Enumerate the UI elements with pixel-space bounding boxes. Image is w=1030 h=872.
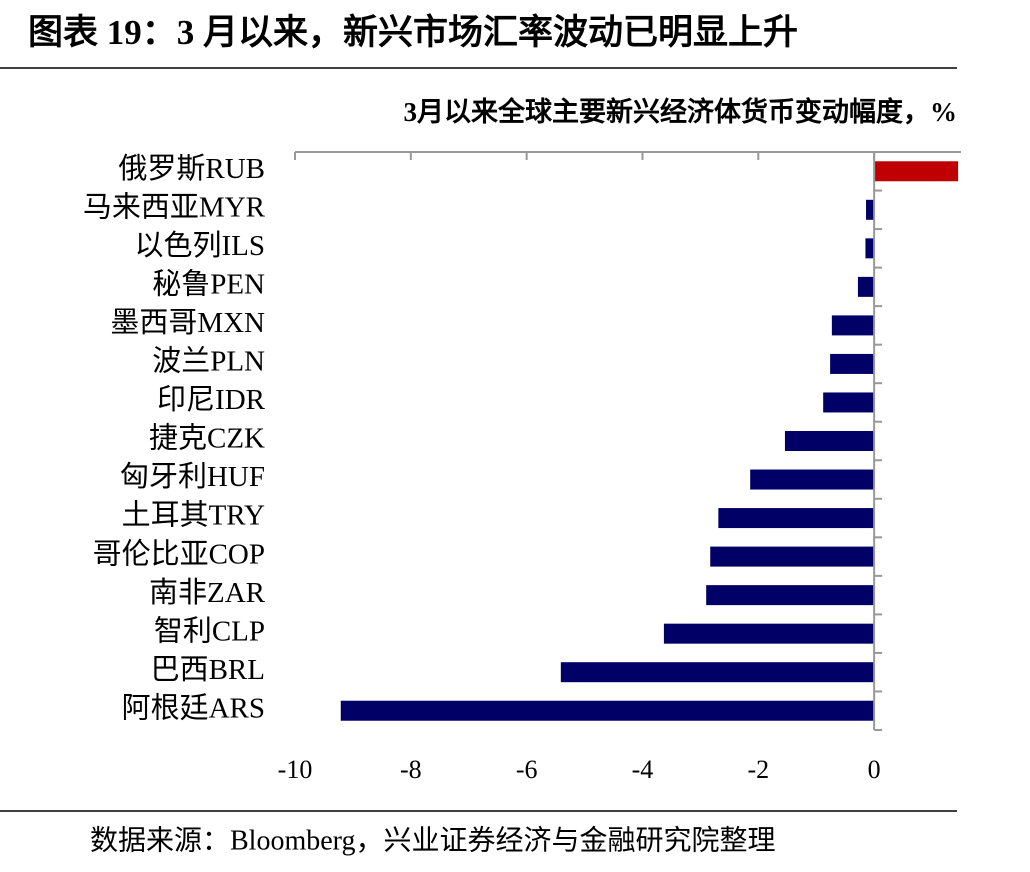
x-tick-label: 0 <box>868 755 881 784</box>
y-tick-label: 波兰PLN <box>152 345 265 378</box>
y-tick-label: 印尼IDR <box>157 384 266 416</box>
bar <box>750 469 875 490</box>
bar <box>560 662 875 683</box>
source-note: 数据来源：Bloomberg，兴业证券经济与金融研究院整理 <box>90 824 775 856</box>
x-tick-label: -8 <box>400 755 422 784</box>
y-tick-label: 捷克CZK <box>149 422 265 455</box>
x-tick-label: -6 <box>516 755 538 784</box>
bar <box>823 392 875 413</box>
y-tick-label: 哥伦比亚COP <box>93 537 265 570</box>
bar <box>340 700 875 721</box>
bar <box>831 315 875 336</box>
y-tick-label: 阿根廷ARS <box>122 691 265 724</box>
y-tick-label: 南非ZAR <box>149 576 266 609</box>
bar <box>706 585 875 606</box>
x-tick-label: -2 <box>747 755 769 784</box>
bar <box>857 276 875 297</box>
chart-subtitle: 3月以来全球主要新兴经济体货币变动幅度，% <box>404 96 958 127</box>
bar <box>830 353 875 374</box>
bar <box>866 199 875 220</box>
y-tick-label: 巴西BRL <box>151 654 265 686</box>
y-tick-label: 以色列ILS <box>134 229 265 262</box>
bar <box>710 546 875 567</box>
chart-title: 图表 19：3 月以来，新兴市场汇率波动已明显上升 <box>28 13 798 52</box>
bar <box>874 161 959 182</box>
y-tick-label: 墨西哥MXN <box>110 307 265 339</box>
y-tick-label: 匈牙利HUF <box>120 460 265 493</box>
bar <box>784 431 875 451</box>
y-tick-label: 秘鲁PEN <box>152 268 265 301</box>
y-tick-label: 土耳其TRY <box>122 499 265 532</box>
bar <box>663 623 875 644</box>
y-tick-label: 马来西亚MYR <box>83 191 266 223</box>
bar <box>718 508 875 529</box>
x-tick-label: -10 <box>278 755 313 784</box>
x-tick-label: -4 <box>632 755 654 784</box>
y-tick-label: 俄罗斯RUB <box>118 152 265 185</box>
bar <box>865 238 875 259</box>
y-tick-label: 智利CLP <box>154 614 265 647</box>
